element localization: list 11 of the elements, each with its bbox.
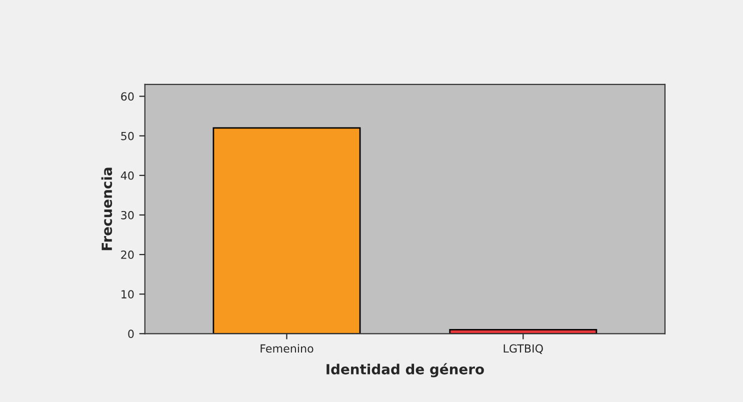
x-tick-label: LGTBIQ	[504, 344, 543, 354]
y-tick-label: 60	[121, 92, 134, 101]
y-tick-label: 20	[121, 250, 134, 259]
y-tick-label: 10	[122, 290, 134, 298]
y-tick-label: 30	[121, 210, 134, 220]
x-tick-label: Femenino	[260, 344, 314, 353]
y-tick-label: 0	[128, 330, 134, 338]
y-axis-title: Frecuencia	[101, 168, 112, 250]
x-axis-title: Identidad de género	[326, 363, 484, 378]
y-tick-label: 40	[120, 171, 134, 180]
y-tick-label: 50	[121, 132, 134, 140]
